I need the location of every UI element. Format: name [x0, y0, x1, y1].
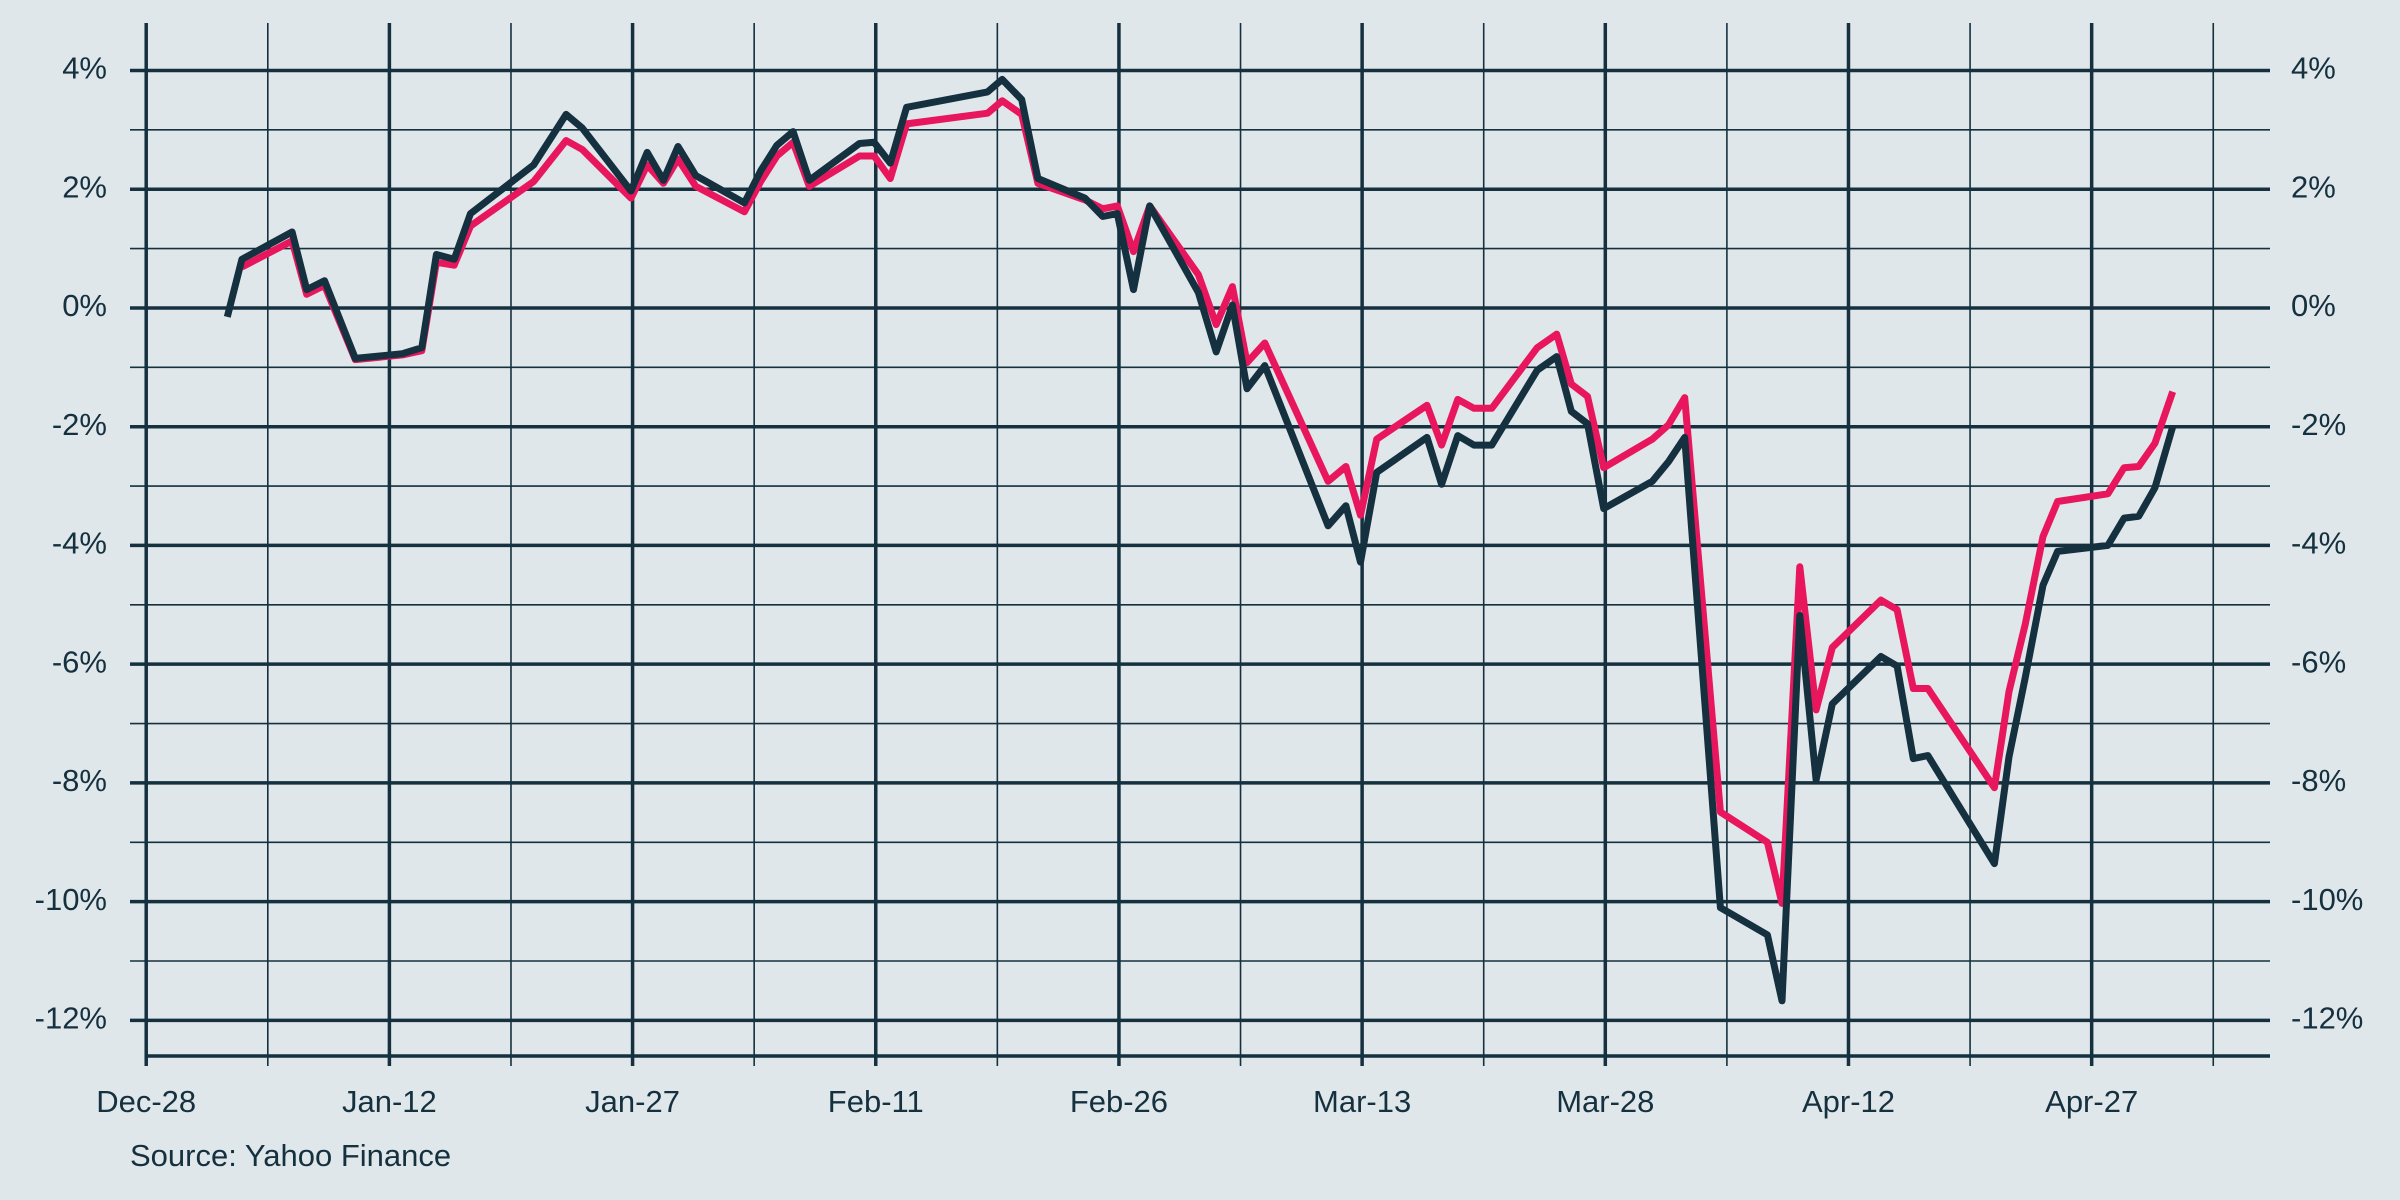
- y-tick-label-right: -10%: [2291, 882, 2363, 917]
- source: Source: Yahoo Finance: [130, 1138, 451, 1173]
- y-tick-label: -2%: [52, 407, 107, 442]
- y-tick-label-right: -4%: [2291, 526, 2346, 561]
- x-tick-label: Mar-28: [1556, 1084, 1654, 1119]
- y-tick-label-right: -8%: [2291, 763, 2346, 798]
- y-tick-label: -6%: [52, 644, 107, 679]
- x-tick-label: Apr-27: [2045, 1084, 2138, 1119]
- y-tick-label: 2%: [62, 169, 107, 204]
- x-tick-label: Feb-26: [1070, 1084, 1168, 1119]
- x-tick-label: Dec-28: [96, 1084, 196, 1119]
- x-tick-label: Jan-12: [342, 1084, 437, 1119]
- y-tick-label-right: 2%: [2291, 169, 2336, 204]
- series-line: [240, 97, 2177, 907]
- y-tick-label-right: -6%: [2291, 644, 2346, 679]
- y-tick-label-right: 0%: [2291, 288, 2336, 323]
- y-tick-label: -10%: [35, 882, 107, 917]
- y-tick-label-right: -12%: [2291, 1001, 2363, 1036]
- y-tick-label: -12%: [35, 1001, 107, 1036]
- x-tick-label: Jan-27: [585, 1084, 680, 1119]
- series-line: [223, 75, 2177, 1005]
- x-tick-label: Apr-12: [1802, 1084, 1895, 1119]
- y-tick-label: -4%: [52, 526, 107, 561]
- y-tick-label: 4%: [62, 51, 107, 86]
- y-tick-label: 0%: [62, 288, 107, 323]
- y-tick-label: -8%: [52, 763, 107, 798]
- x-tick-label: Feb-11: [828, 1084, 924, 1119]
- y-tick-label-right: -2%: [2291, 407, 2346, 442]
- y-tick-label-right: 4%: [2291, 51, 2336, 86]
- x-tick-label: Mar-13: [1313, 1084, 1411, 1119]
